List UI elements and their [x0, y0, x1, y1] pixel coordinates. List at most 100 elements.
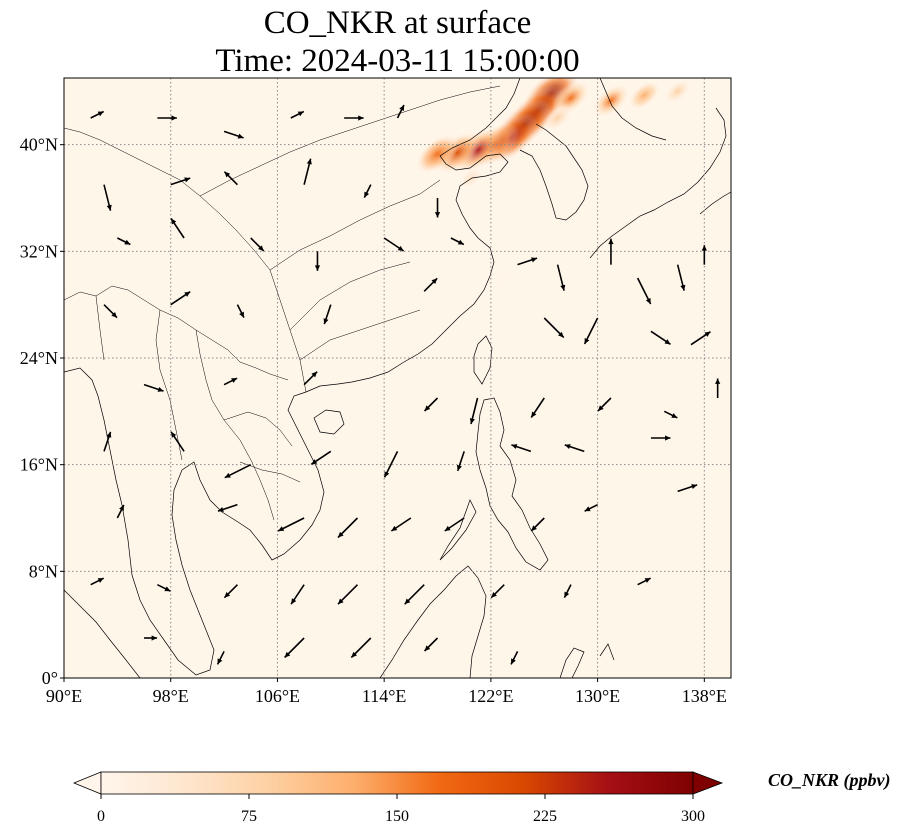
wind-arrow: [715, 378, 721, 398]
lon-tick-label: 98°E: [153, 686, 189, 706]
coastline-taiwan: [473, 335, 493, 385]
wind-arrow: [90, 110, 105, 119]
wind-arrow: [223, 171, 238, 186]
coastline-philippines: [439, 397, 549, 571]
wind-arrow: [90, 577, 105, 586]
wind-arrow: [456, 451, 465, 472]
lon-tick-label: 114°E: [362, 686, 407, 706]
wind-arrow: [650, 435, 671, 441]
wind-arrow: [217, 503, 238, 512]
wind-arrow: [556, 264, 566, 291]
plot-title: CO_NKR at surface Time: 2024-03-11 15:00…: [64, 4, 731, 80]
wind-arrow: [284, 637, 305, 659]
map-background: [64, 78, 731, 678]
wind-arrow: [216, 650, 225, 665]
wind-arrow: [608, 238, 614, 265]
lat-tick-label: 32°N: [20, 241, 58, 261]
wind-arrow: [637, 577, 651, 586]
wind-arrow: [337, 517, 359, 539]
co-concentration-field: [415, 78, 692, 287]
wind-arrow: [564, 444, 585, 453]
gridlines: [64, 78, 731, 678]
wind-arrow: [344, 115, 364, 121]
wind-arrow: [423, 277, 438, 292]
wind-arrow: [117, 237, 131, 246]
wind-arrow: [277, 517, 305, 532]
wind-arrow: [236, 304, 245, 319]
wind-arrow: [303, 371, 318, 386]
lat-tick-label: 40°N: [20, 135, 58, 155]
lat-tick-label: 24°N: [20, 348, 58, 368]
wind-arrow: [404, 584, 425, 605]
wind-arrow: [157, 115, 177, 121]
title-line-time: Time: 2024-03-11 15:00:00: [215, 43, 580, 79]
wind-arrow: [290, 110, 305, 119]
coastline-northeast: [599, 78, 667, 141]
wind-arrow: [224, 463, 252, 479]
wind-arrow: [423, 397, 439, 412]
wind-arrow: [450, 237, 465, 246]
lon-tick-label: 90°E: [46, 686, 82, 706]
wind-arrow: [314, 251, 321, 271]
wind-arrow: [676, 264, 686, 291]
coastline-sumatra: [64, 589, 141, 678]
coastline-mainland: [64, 78, 521, 676]
colorbar-ticks: 0 75 150 225 300: [97, 794, 705, 825]
wind-arrow: [144, 635, 158, 641]
colorbar: 0 75 150 225 300: [72, 771, 724, 825]
wind-arrow: [223, 377, 238, 386]
map-frame: [63, 77, 732, 679]
wind-arrow: [530, 517, 545, 532]
wind-arrow: [663, 410, 678, 419]
wind-arrow: [223, 130, 244, 139]
wind-arrow: [323, 304, 332, 325]
lat-tick-label: 0°: [42, 668, 58, 688]
wind-arrow: [690, 331, 711, 346]
wind-arrow: [103, 431, 112, 452]
wind-arrow: [103, 304, 118, 319]
wind-arrow: [390, 517, 412, 532]
wind-arrow: [303, 158, 312, 185]
wind-arrow: [383, 237, 405, 252]
wind-arrow: [510, 650, 519, 665]
coastline-japan: [589, 107, 731, 259]
lon-tick-label: 130°E: [575, 686, 620, 706]
plume-blob: [627, 80, 661, 111]
wind-arrow: [396, 104, 405, 119]
wind-arrow: [116, 504, 125, 519]
longitude-ticks: 90°E 98°E 106°E 114°E 122°E 130°E 138°E: [46, 678, 727, 706]
wind-arrow: [170, 291, 191, 306]
plume-blob: [494, 269, 514, 287]
wind-arrow: [157, 583, 171, 592]
wind-arrow: [170, 177, 191, 186]
colorbar-label: CO_NKR (ppbv): [768, 770, 891, 790]
colorbar-tick-label: 225: [533, 808, 557, 825]
country-borders: [64, 85, 501, 521]
wind-arrow: [223, 584, 238, 599]
wind-vectors: [90, 104, 721, 665]
wind-arrow: [383, 450, 399, 478]
latitude-ticks: 0° 8°N 16°N 24°N 32°N 40°N: [20, 135, 64, 688]
wind-arrow: [423, 637, 439, 652]
colorbar-tick-label: 0: [97, 808, 105, 825]
coastline-sulawesi: [559, 643, 615, 678]
lon-tick-label: 122°E: [468, 686, 513, 706]
plume-blob: [663, 78, 692, 105]
wind-arrow: [650, 330, 671, 345]
wind-arrow: [563, 584, 572, 599]
wind-arrow: [677, 484, 698, 493]
wind-arrow: [250, 237, 265, 252]
coastline-hainan: [313, 409, 345, 435]
colorbar-max-extension: [692, 771, 724, 795]
plume-blob: [591, 83, 631, 119]
wind-arrow: [636, 277, 652, 305]
wind-arrow: [170, 218, 185, 239]
coastline-borneo: [379, 565, 487, 678]
colorbar-tick-label: 300: [681, 808, 705, 825]
colorbar-tick-label: 150: [385, 808, 409, 825]
wind-arrow: [170, 431, 185, 452]
wind-arrow: [583, 317, 599, 345]
lon-tick-label: 138°E: [682, 686, 727, 706]
wind-arrow: [337, 584, 359, 605]
